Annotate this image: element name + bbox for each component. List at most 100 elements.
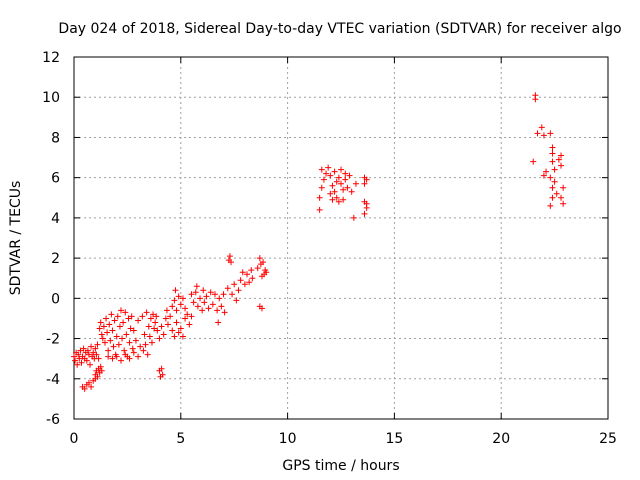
data-point [329, 182, 336, 189]
data-point [127, 325, 134, 332]
data-point [145, 323, 152, 330]
data-point [142, 341, 149, 348]
data-point [192, 289, 199, 296]
data-point [148, 339, 155, 346]
data-point [156, 335, 163, 342]
y-tick-label: -4 [46, 372, 60, 388]
data-point [130, 327, 137, 334]
data-point [172, 287, 179, 294]
y-tick-label: 6 [51, 171, 60, 187]
data-point [78, 359, 85, 366]
data-point [558, 152, 565, 159]
data-point [175, 329, 182, 336]
data-point [75, 351, 82, 358]
data-point [169, 303, 176, 310]
data-point [159, 371, 166, 378]
data-point [318, 166, 325, 173]
data-point [117, 357, 124, 364]
data-point [327, 190, 334, 197]
data-point [244, 271, 251, 278]
data-point [110, 343, 117, 350]
data-point [551, 178, 558, 185]
data-point [109, 327, 116, 334]
data-point [224, 285, 231, 292]
x-tick-label: 25 [599, 431, 617, 447]
data-point [239, 269, 246, 276]
x-axis-label: GPS time / hours [282, 458, 399, 474]
data-point [147, 315, 154, 322]
data-point [94, 373, 101, 380]
y-tick-label: 8 [51, 130, 60, 146]
data-point [211, 291, 218, 298]
data-point [549, 184, 556, 191]
data-point [105, 353, 112, 360]
data-point [169, 327, 176, 334]
data-point [226, 253, 233, 260]
data-point [130, 349, 137, 356]
data-point [254, 265, 261, 272]
data-point [318, 184, 325, 191]
data-point [162, 315, 169, 322]
data-point [135, 353, 142, 360]
data-point [361, 210, 368, 217]
data-point [121, 347, 128, 354]
x-tick-label: 5 [176, 431, 185, 447]
data-point [160, 331, 167, 338]
data-point [90, 349, 97, 356]
data-point [171, 333, 178, 340]
data-point [220, 291, 227, 298]
data-point [331, 188, 338, 195]
data-point [344, 184, 351, 191]
data-point [150, 311, 157, 318]
data-point [109, 355, 116, 362]
data-point [100, 323, 107, 330]
data-point [177, 325, 184, 332]
data-point [543, 168, 550, 175]
data-point [101, 339, 108, 346]
data-point [547, 130, 554, 137]
data-point [167, 313, 174, 320]
data-point [76, 355, 83, 362]
data-point [177, 301, 184, 308]
data-point [218, 303, 225, 310]
data-point [205, 305, 212, 312]
data-point [200, 287, 207, 294]
data-point [547, 174, 554, 181]
data-point [342, 176, 349, 183]
data-point [197, 295, 204, 302]
y-tick-label: 0 [51, 291, 60, 307]
data-point [114, 313, 121, 320]
data-point [158, 365, 165, 372]
data-point [241, 281, 248, 288]
data-point [188, 313, 195, 320]
data-point [99, 335, 106, 342]
data-point [85, 351, 92, 358]
data-point [209, 301, 216, 308]
x-tick-label: 10 [279, 431, 297, 447]
data-point [553, 190, 560, 197]
data-point [137, 343, 144, 350]
data-point [547, 202, 554, 209]
data-point [214, 307, 221, 314]
data-point [80, 345, 87, 352]
plot-frame [73, 56, 609, 420]
data-point [173, 319, 180, 326]
data-point [549, 144, 556, 151]
data-point [173, 307, 180, 314]
data-point [348, 188, 355, 195]
data-point [560, 184, 567, 191]
data-point [248, 267, 255, 274]
data-point [331, 168, 338, 175]
y-axis-label: SDTVAR / TECUs [8, 181, 24, 296]
data-point [203, 293, 210, 300]
data-point [346, 172, 353, 179]
data-point [139, 313, 146, 320]
data-point [97, 319, 104, 326]
data-point [98, 367, 105, 374]
grid-lines [74, 57, 608, 419]
data-point [113, 353, 120, 360]
y-tick-label: 2 [51, 251, 60, 267]
data-point [335, 198, 342, 205]
y-tick-label: 12 [42, 50, 60, 66]
data-point [193, 283, 200, 290]
